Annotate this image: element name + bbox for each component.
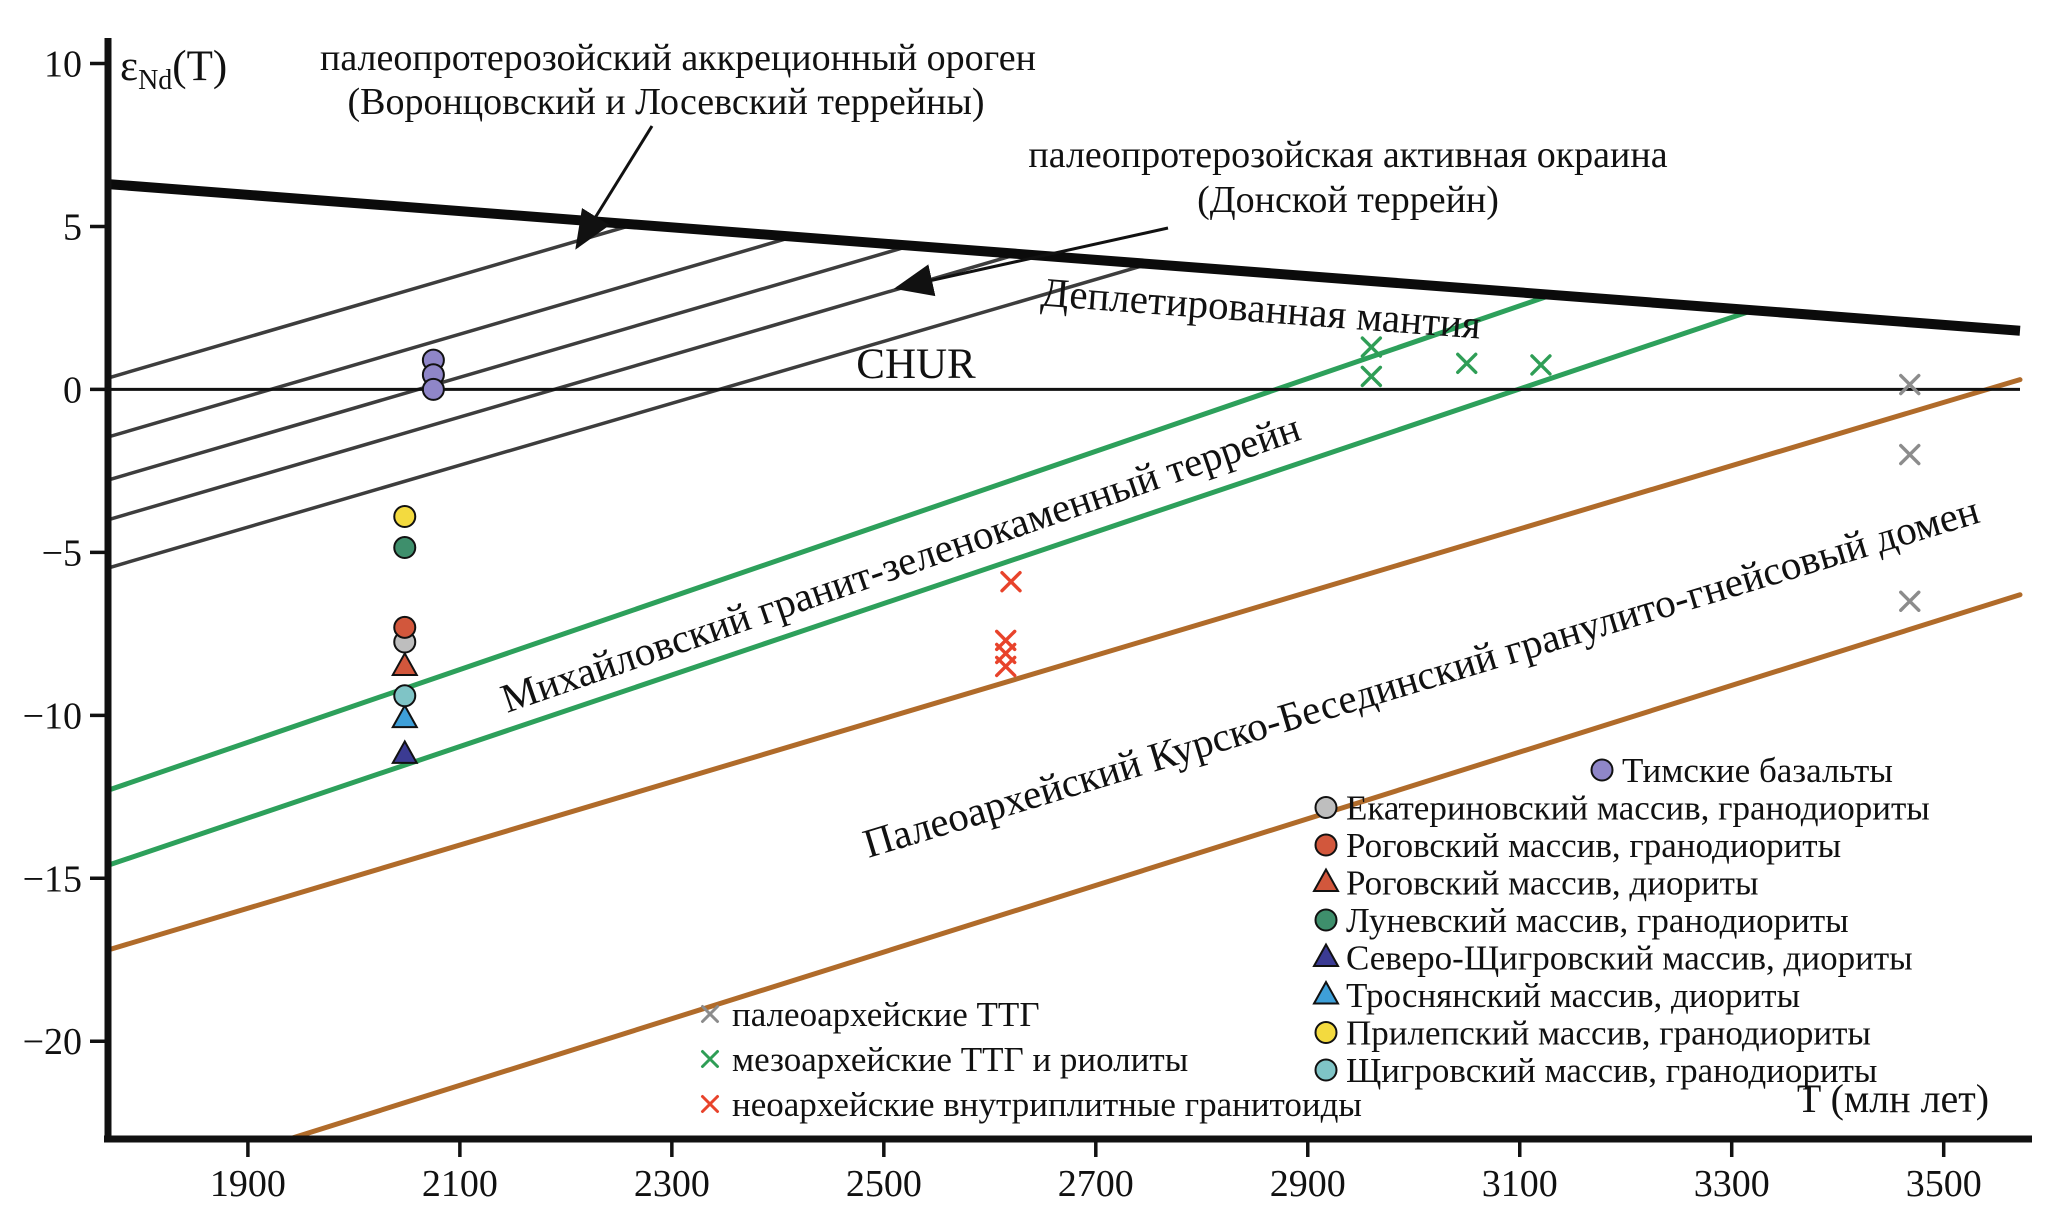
legend-label: палеоархейские ТТГ [732, 995, 1040, 1034]
data-point [1314, 1021, 1338, 1044]
kursk-besedino-granulite-gneiss-domain-line [286, 592, 2023, 1142]
annotation-active-margin-line2: (Донской террейн) [1197, 179, 1499, 221]
data-markers [391, 336, 1921, 764]
legend-label: Екатериновский массив, гранодиориты [1346, 789, 1930, 828]
x-marker [701, 1050, 719, 1068]
mikhailovsky-terrane-label: Михайловский гранит-зеленокаменный терре… [495, 404, 1306, 722]
paleoproterozoic-terranes-line [106, 262, 1151, 570]
axes: 10 5 0 −5 −10 −15 −20 1900 2100 2300 2500 2700 2900 3… [23, 38, 2032, 1205]
x-marker [995, 655, 1017, 678]
data-point [1312, 867, 1340, 892]
data-point [1590, 758, 1614, 782]
data-point [393, 535, 417, 559]
legend-label: Прилепский массив, гранодиориты [1346, 1014, 1871, 1053]
x-marker [1456, 352, 1478, 375]
x-tick-label: 2300 [634, 1163, 710, 1205]
y-tick-label: −15 [23, 858, 82, 900]
data-point [393, 615, 417, 639]
x-tick-label: 3100 [1482, 1163, 1558, 1205]
data-point [391, 651, 419, 676]
x-axis-label: T (млн лет) [1797, 1076, 1989, 1121]
y-tick-label: −20 [23, 1021, 82, 1063]
x-marker [1360, 365, 1383, 388]
x-tick-label: 2900 [1270, 1163, 1346, 1205]
x-tick-label: 2500 [846, 1163, 922, 1205]
x-tick-label: 1900 [210, 1163, 286, 1205]
x-tick-label: 2700 [1058, 1163, 1134, 1205]
chur-label: CHUR [856, 341, 976, 388]
legends: палеоархейские ТТГ мезоархейские ТТГ и ри… [701, 751, 1930, 1124]
annotation-accretionary-orogen-line1: палеопротерозойский аккреционный ороген [320, 37, 1036, 79]
data-point [391, 703, 419, 729]
data-point [1314, 796, 1338, 819]
legend-label: Роговский массив, гранодиориты [1346, 826, 1841, 865]
legend-label: Северо-Щигровский массив, диориты [1346, 939, 1913, 978]
data-point [393, 684, 417, 708]
y-tick-label: 5 [63, 206, 82, 248]
legend-label: Щигровский массив, гранодиориты [1346, 1051, 1877, 1090]
legend-label: Троснянский массив, диориты [1346, 976, 1800, 1015]
data-point [1314, 908, 1338, 932]
x-marker [1000, 571, 1022, 593]
x-marker [701, 1095, 719, 1113]
y-tick-label: −10 [23, 695, 82, 737]
legend-label: Тимские базальты [1622, 751, 1893, 790]
legend-label: мезоархейские ТТГ и риолиты [732, 1040, 1188, 1079]
data-point [391, 739, 419, 764]
x-tick-label: 3300 [1694, 1163, 1770, 1205]
data-point [421, 377, 445, 401]
arrow-accretionary [575, 125, 654, 250]
paleoproterozoic-terranes-line [106, 234, 796, 439]
y-tick-label: 10 [44, 44, 82, 86]
y-tick-label: 0 [63, 369, 82, 411]
legend-label: неоархейские внутриплитные гранитоиды [732, 1085, 1362, 1124]
x-tick-label: 3500 [1906, 1163, 1982, 1205]
y-axis-label: εNd(T) [120, 43, 227, 96]
data-point [1312, 942, 1340, 967]
paleoproterozoic-terranes-line [106, 243, 913, 482]
mikhailovsky-granite-greenstone-terrane-line [105, 307, 1756, 868]
paleoproterozoic-terranes-line [106, 222, 636, 380]
x-marker [701, 1005, 719, 1023]
depleted-mantle-line [107, 179, 2021, 336]
y-tick-label: −5 [42, 532, 82, 574]
x-marker [1899, 443, 1921, 466]
data-point [1312, 979, 1340, 1005]
x-marker [1899, 590, 1921, 612]
arrow-active-margin [893, 226, 1169, 297]
annotation-active-margin-line1: палеопротерозойская активная окраина [1028, 134, 1667, 176]
legend-label: Луневский массив, гранодиориты [1346, 901, 1849, 940]
annotation-accretionary-orogen-line2: (Воронцовский и Лосевский террейны) [347, 81, 984, 123]
x-marker [1360, 336, 1383, 358]
x-tick-label: 2100 [422, 1163, 498, 1205]
data-point [1314, 1058, 1338, 1082]
evolution-bands [105, 222, 2023, 1142]
paleoproterozoic-terranes-line [106, 252, 1021, 522]
data-point [393, 505, 417, 529]
x-marker [1530, 354, 1552, 376]
data-point [1314, 833, 1338, 857]
kursk-besedino-granulite-gneiss-domain-line [105, 377, 2023, 953]
mikhailovsky-granite-greenstone-terrane-line [105, 292, 1555, 793]
legend-label: Роговский массив, диориты [1346, 864, 1759, 903]
x-marker [1899, 373, 1921, 396]
